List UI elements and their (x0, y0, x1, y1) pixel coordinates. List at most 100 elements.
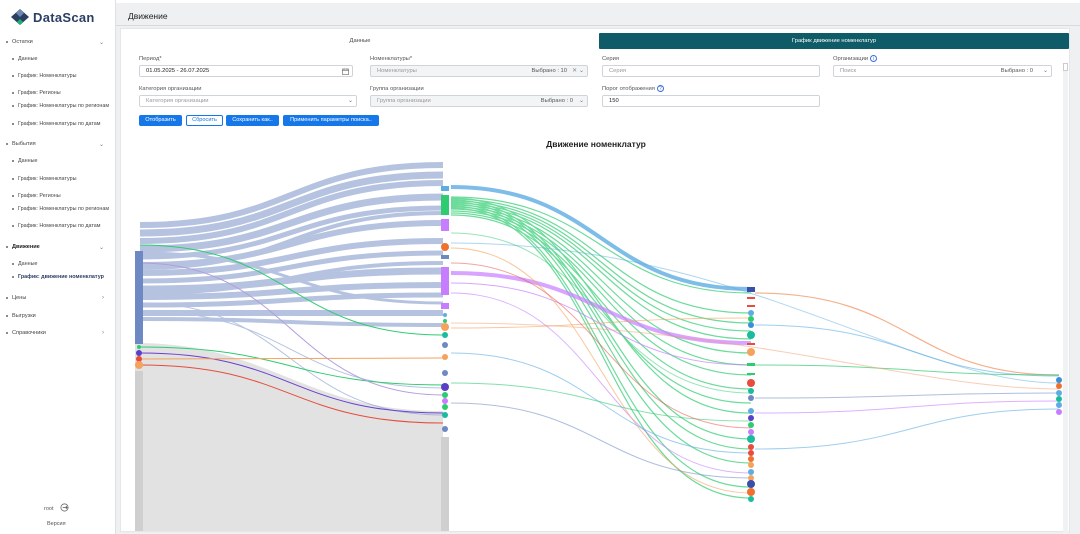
sankey-link (139, 352, 444, 414)
sankey-link (139, 262, 444, 396)
sankey-node (135, 371, 143, 531)
sankey-node (441, 255, 449, 259)
sankey-link (450, 210, 752, 376)
threshold-input[interactable]: 150 (602, 95, 820, 107)
sankey-node (748, 496, 754, 502)
sankey-link (139, 180, 444, 244)
sankey-link (139, 282, 444, 300)
chevron-down-icon[interactable]: ⌄ (347, 98, 353, 104)
sankey-node (748, 415, 754, 421)
orgcat-label: Категория организации (139, 86, 202, 92)
sankey-link (139, 211, 444, 270)
sankey-node (748, 388, 754, 394)
sankey-node (441, 437, 449, 531)
reset-button[interactable]: Сбросить (186, 115, 223, 126)
version-link[interactable]: Версия (47, 521, 66, 527)
sankey-node (747, 363, 755, 366)
sankey-link (139, 238, 444, 276)
sankey-link (139, 162, 444, 228)
divider (116, 25, 1080, 26)
sankey-node (747, 480, 755, 488)
sankey-link (450, 242, 1060, 384)
user-name: root (44, 506, 54, 512)
sankey-node (748, 408, 754, 414)
sankey-node (441, 267, 449, 295)
sankey-node (748, 322, 754, 328)
scrollbar-thumb[interactable] (1063, 63, 1068, 71)
calendar-icon[interactable] (342, 68, 349, 75)
show-button[interactable]: Отобразить (139, 115, 182, 126)
chevron-down-icon: ⌄ (98, 245, 104, 251)
sankey-node (441, 195, 449, 215)
sankey-link (450, 322, 1060, 390)
sankey-node (441, 219, 449, 231)
sankey-node (442, 404, 448, 410)
sankey-node (137, 345, 141, 349)
sankey-node (1056, 390, 1062, 396)
sankey-link (450, 402, 752, 479)
sankey-link (450, 317, 752, 329)
scrollbar[interactable] (1063, 63, 1068, 534)
sankey-link (754, 392, 1060, 399)
sankey-node (442, 342, 448, 348)
app-name: DataScan (33, 9, 95, 25)
sankey-node (442, 426, 448, 432)
sankey-node (1056, 409, 1062, 415)
sankey-link (450, 202, 752, 332)
sankey-node (441, 383, 449, 391)
series-label: Серия (602, 56, 620, 62)
orggroup-label: Группа организации (370, 86, 424, 92)
sankey-node (747, 297, 755, 299)
sankey-node (442, 354, 448, 360)
chevron-down-icon[interactable]: ⌄ (578, 98, 584, 104)
sankey-node (1056, 383, 1062, 389)
orggroup-select[interactable]: Группа организации Выбрано : 0 ⌄ (370, 95, 588, 107)
sankey-link-group (450, 196, 752, 499)
sankey-node (1056, 377, 1062, 383)
sankey-nodes (135, 186, 1062, 531)
period-field[interactable]: 01.05.2025 - 26.07.2025 (139, 65, 353, 77)
sankey-node (748, 422, 754, 428)
sankey-link (139, 364, 444, 424)
sankey-link (139, 193, 444, 253)
sankey-node (441, 323, 449, 331)
apply-search-button[interactable]: Применить параметры поиска.. (283, 115, 379, 126)
logout-icon[interactable] (60, 503, 69, 512)
nomen-select[interactable]: Номенклатуры Выбрано : 10 ✕ ⌄ (370, 65, 588, 77)
sankey-node (442, 370, 448, 376)
tab-chart[interactable]: График движение номенклатур (599, 33, 1069, 49)
orgcat-select[interactable]: Категория организации ⌄ (139, 95, 357, 107)
sankey-link (754, 364, 1060, 376)
sankey-link (450, 262, 752, 429)
tab-data[interactable]: Данные (349, 38, 371, 44)
app-logo[interactable]: DataScan (10, 8, 95, 26)
sankey-link (450, 201, 752, 450)
sankey-link (139, 261, 444, 295)
period-label: Период* (139, 56, 162, 62)
logo-icon (11, 9, 29, 25)
chevron-down-icon[interactable]: ⌄ (578, 68, 584, 74)
series-input[interactable]: Серия (602, 65, 820, 77)
org-label: Организации i (833, 55, 878, 62)
chevron-down-icon[interactable]: ⌄ (1042, 68, 1048, 74)
save-as-button[interactable]: Сохранить как.. (226, 115, 279, 126)
info-icon[interactable]: ? (656, 85, 664, 92)
sidebar: DataScan Остатки ⌄ Данные График: Номенкл… (0, 0, 116, 534)
sankey-link (754, 400, 1060, 414)
sankey-node (1056, 396, 1062, 402)
sankey-node (748, 456, 754, 462)
chart-title: Движение номенклатур (546, 139, 646, 149)
sankey-chart (135, 162, 1062, 531)
chevron-down-icon: ⌄ (98, 40, 104, 46)
sankey-links (135, 162, 1060, 531)
org-select[interactable]: Поиск Выбрано : 0 ⌄ (833, 65, 1052, 77)
sankey-link (450, 196, 752, 294)
sankey-node (748, 429, 754, 435)
sankey-link (450, 292, 752, 474)
sankey-node (136, 350, 142, 356)
sankey-node (747, 348, 755, 356)
top-bar (116, 0, 1080, 3)
info-icon[interactable]: i (870, 55, 878, 62)
clear-icon[interactable]: ✕ (572, 68, 577, 74)
sankey-node (135, 251, 143, 344)
